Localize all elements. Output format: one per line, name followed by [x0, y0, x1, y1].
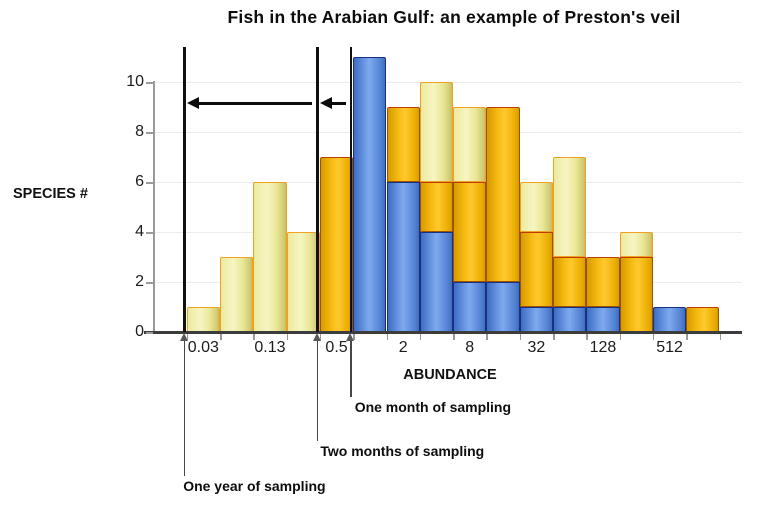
y-axis-tick: [146, 132, 153, 134]
y-axis-tick: [146, 332, 153, 334]
bar-segment-two-octave-32: [519, 232, 553, 307]
y-axis-caption: SPECIES #: [13, 186, 88, 202]
left-arrow-icon: [320, 97, 333, 109]
bar-segment-two-octave-8: [453, 182, 487, 282]
bar-segment-two-octave-4: [419, 182, 454, 232]
x-axis-tick: [220, 333, 222, 340]
bar-segment-one-octave-512: [652, 307, 687, 332]
x-axis: [144, 331, 742, 334]
veil-line-2: [316, 47, 319, 332]
x-tick-label: 128: [589, 339, 617, 356]
x-tick-label: 0.03: [187, 339, 219, 356]
x-axis-tick: [719, 333, 721, 340]
bar-segment-two-octave-256: [619, 257, 653, 332]
bar-segment-one-octave-4: [419, 232, 454, 332]
annotation-label: One month of sampling: [354, 399, 512, 415]
bar-segment-one-octave-8: [453, 107, 487, 182]
bar-segment-one-octave-4: [419, 82, 454, 182]
x-tick-label: 8: [465, 339, 475, 356]
x-axis-tick: [486, 333, 488, 340]
y-axis-tick: [146, 232, 153, 234]
annotation-label: Two months of sampling: [320, 443, 485, 459]
bar-segment-one-octave-128: [586, 307, 620, 332]
x-axis-tick: [553, 333, 555, 340]
bar-segment-one-octave-64: [553, 307, 587, 332]
x-axis-tick: [519, 333, 522, 340]
annotation-label: One year of sampling: [183, 478, 326, 494]
left-arrow-shaft-2: [331, 102, 346, 105]
annotation-stem: [350, 340, 352, 397]
y-tick-label: 10: [126, 73, 144, 90]
annotation-stem: [183, 340, 186, 476]
bar-segment-two-octave-0.5: [319, 157, 354, 332]
annotation-stem: [316, 340, 319, 441]
x-axis-tick: [619, 333, 622, 340]
x-tick-label: 32: [527, 339, 546, 356]
x-axis-tick: [253, 333, 255, 340]
y-axis: [153, 81, 155, 332]
bar-segment-two-octave-128: [586, 257, 620, 307]
y-tick-label: 8: [135, 123, 144, 140]
y-tick-label: 6: [135, 173, 144, 190]
x-axis-tick: [453, 333, 455, 340]
x-tick-label: 512: [656, 339, 683, 356]
x-axis-tick: [586, 333, 588, 340]
up-arrow-icon: [312, 333, 321, 341]
up-arrow-icon: [346, 333, 355, 341]
left-arrow-icon: [187, 97, 200, 109]
bar-segment-one-octave-0.03: [186, 307, 220, 332]
bar-segment-one-octave-32: [519, 182, 553, 232]
bar-segment-two-octave-64: [553, 257, 587, 307]
veil-line-1: [183, 47, 186, 332]
x-axis-tick: [686, 333, 688, 340]
y-axis-tick: [146, 82, 153, 84]
x-axis-tick: [652, 333, 655, 340]
veil-line-3: [349, 47, 353, 332]
y-tick-label: 0: [135, 323, 144, 340]
bar-segment-one-octave-8: [453, 282, 487, 332]
y-tick-label: 2: [135, 273, 144, 290]
x-axis-tick: [386, 333, 388, 340]
bar-segment-one-octave-0.06: [220, 257, 254, 332]
bar-segment-one-octave-256: [619, 232, 653, 257]
bar-segment-one-octave-0.25: [286, 232, 320, 332]
left-arrow-shaft-1: [198, 102, 313, 105]
x-tick-label: 0.5: [325, 339, 348, 356]
y-tick-label: 4: [135, 223, 144, 240]
bar-segment-two-octave-2: [386, 107, 420, 182]
up-arrow-icon: [179, 333, 188, 341]
chart-title: Fish in the Arabian Gulf: an example of …: [227, 7, 681, 27]
bar-segment-two-octave-1024: [686, 307, 720, 332]
x-tick-label: 0.13: [254, 339, 286, 356]
x-axis-tick: [419, 333, 422, 340]
bar-segment-one-octave-16: [486, 282, 520, 332]
x-axis-tick: [286, 333, 289, 340]
x-axis-caption: ABUNDANCE: [403, 367, 497, 383]
bar-segment-one-octave-0.13: [253, 182, 287, 332]
y-axis-tick: [146, 182, 153, 184]
x-tick-label: 2: [398, 339, 408, 356]
bar-segment-one-octave-2: [386, 182, 420, 332]
bar-segment-two-octave-16: [486, 107, 520, 282]
bar-segment-one-octave-64: [553, 157, 587, 257]
bar-segment-one-octave-32: [519, 307, 553, 332]
y-axis-tick: [146, 282, 153, 284]
bar-segment-one-octave-1: [353, 57, 387, 332]
